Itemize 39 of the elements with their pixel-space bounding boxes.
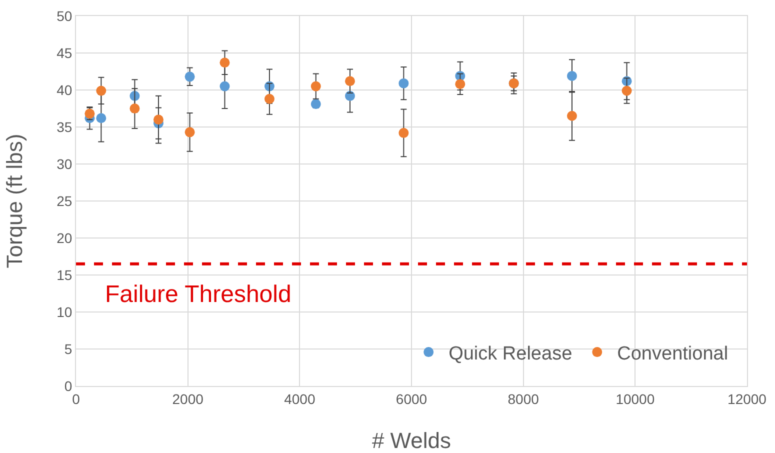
ref-line-label: Failure Threshold [105,281,292,308]
point [398,128,409,138]
point [184,127,195,138]
y-tick-label: 35 [56,118,72,135]
point [220,81,230,92]
y-axis-title: Torque (ft lbs) [2,134,27,268]
point [184,72,195,82]
point [220,58,230,68]
y-tick-label: 25 [56,192,72,209]
y-tick-label: 20 [56,230,72,246]
y-tick-label: 5 [64,340,72,357]
y-tick-label: 10 [56,304,72,320]
x-tick-label: 6000 [396,390,428,407]
x-tick-label: 2000 [172,390,204,407]
point [130,104,140,114]
point [622,86,632,96]
y-tick-label: 30 [56,156,72,172]
point [264,94,274,104]
point [566,110,577,121]
point [96,113,106,124]
y-tick-label: 0 [64,378,72,394]
y-tick-label: 45 [56,44,72,61]
legend-label: Conventional [617,343,728,364]
x-tick-label: 12000 [728,390,767,407]
x-tick-label: 8000 [508,390,540,407]
x-tick-label: 4000 [284,390,316,407]
point [344,76,355,86]
x-axis-title: # Welds [372,428,452,453]
point [310,81,321,92]
y-tick-label: 40 [56,82,72,98]
point [566,70,577,81]
x-tick-label: 10000 [616,390,655,407]
point [398,78,409,88]
point [96,86,106,96]
y-tick-label: 15 [56,266,72,283]
point [455,79,466,90]
y-tick-label: 50 [56,8,72,24]
point [153,114,164,125]
legend-label: Quick Release [448,343,572,364]
